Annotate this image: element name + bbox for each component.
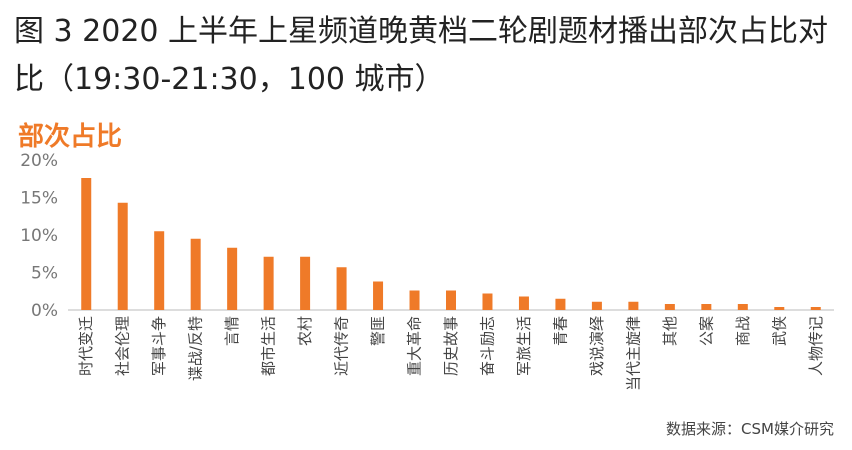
x-category-label: 人物传记 (807, 316, 825, 376)
x-category-label: 近代传奇 (333, 316, 351, 376)
x-category-label: 时代变迁 (77, 316, 95, 376)
x-category-label: 当代主旋律 (624, 316, 642, 391)
bar (154, 231, 165, 310)
x-category-label: 其他 (661, 316, 679, 346)
x-category-label: 公案 (697, 316, 715, 346)
x-category-label: 奋斗励志 (478, 316, 496, 376)
bar (409, 290, 420, 310)
y-tick-label: 15% (20, 189, 58, 209)
bar (300, 256, 311, 310)
data-source: 数据来源：CSM媒介研究 (666, 420, 834, 438)
y-tick-label: 5% (31, 264, 58, 284)
x-category-label: 商战 (734, 316, 752, 346)
bar (263, 256, 274, 310)
bar (227, 247, 238, 310)
y-tick-label: 10% (20, 226, 58, 246)
x-category-label: 农村 (296, 316, 314, 346)
bar (774, 307, 785, 310)
bar (664, 304, 675, 310)
bar (591, 301, 602, 310)
bar (81, 178, 92, 310)
y-tick-label: 20% (20, 151, 58, 171)
bar (373, 281, 384, 310)
bar (518, 296, 529, 310)
x-category-label: 军事斗争 (150, 316, 168, 376)
bar (701, 304, 712, 310)
bar (446, 290, 456, 310)
bar (117, 202, 128, 310)
bar (336, 267, 347, 310)
x-category-label: 谍战/反特 (187, 316, 205, 381)
bar (482, 293, 493, 310)
x-category-label: 都市生活 (260, 316, 278, 376)
x-category-label: 重大革命 (406, 316, 424, 376)
x-category-label: 言情 (223, 316, 241, 346)
x-category-label: 戏说演绎 (588, 316, 606, 376)
x-category-label: 社会伦理 (114, 316, 132, 376)
bar (810, 307, 821, 310)
x-category-label: 军旅生活 (515, 316, 533, 376)
chart-title: 图 3 2020 上半年上星频道晚黄档二轮剧题材播出部次占比对比（19:30-2… (14, 14, 829, 97)
x-category-label: 青春 (551, 316, 569, 346)
x-category-label: 警匪 (369, 316, 387, 346)
bar (555, 298, 566, 310)
y-tick-label: 0% (31, 301, 58, 321)
bar (190, 238, 201, 310)
x-category-label: 历史故事 (442, 316, 460, 376)
chart-subtitle: 部次占比 (18, 122, 123, 152)
bar (737, 304, 748, 310)
x-category-label: 武侠 (770, 316, 788, 346)
bar (628, 301, 639, 310)
